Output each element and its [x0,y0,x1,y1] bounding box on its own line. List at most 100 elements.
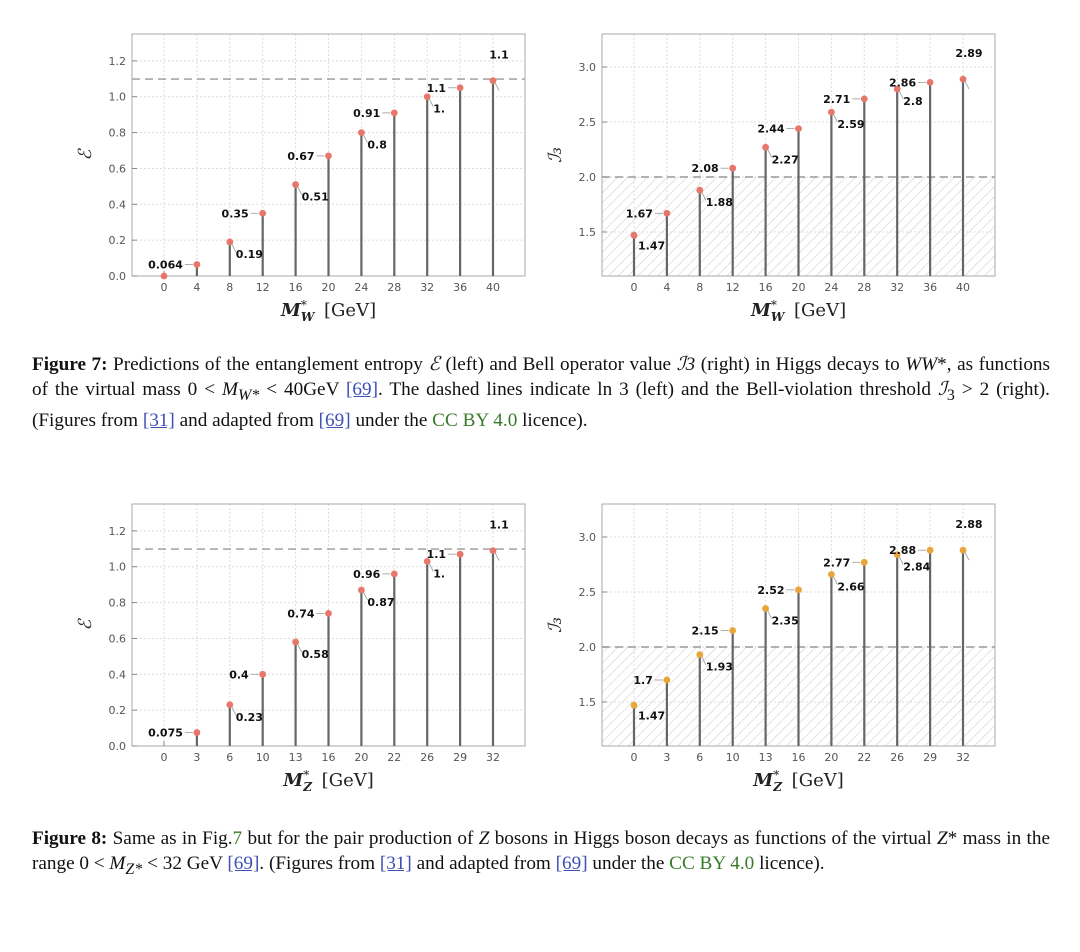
data-label: 2.35 [772,615,799,628]
caption-text: under the [587,853,670,874]
x-tick-label: 3 [193,751,200,764]
data-point [358,586,365,594]
data-label: 0.51 [302,191,329,204]
y-axis-label: ℰ [75,147,96,160]
data-label: 1.1 [427,548,447,561]
data-point [926,79,934,86]
citation-link[interactable]: [69] [555,853,588,874]
figure-8-label: Figure 8: [32,828,108,849]
caption-text: . The dashed lines indicate ln 3 (left) … [378,379,938,400]
data-label: 0.87 [367,596,394,609]
y-tick-label: 1.2 [109,55,127,68]
data-point [893,551,901,558]
data-point [828,571,835,578]
x-label-sub: W [771,310,786,324]
bell-ww-plot: 1.5 2.0 2.5 3.0 0 4 8 12 16 20 24 28 32 36 40 1.47 1.67 1… [545,33,996,324]
data-point [423,93,431,101]
label-leader [363,134,368,143]
data-label: 0.35 [222,207,249,220]
data-point [893,85,901,93]
x-tick-label: 4 [193,281,200,294]
data-point [696,186,704,194]
data-label: 2.15 [692,625,719,638]
x-tick-label: 29 [923,751,937,764]
data-label: 2.27 [772,153,799,166]
data-point [663,676,671,684]
data-label: 0.19 [236,248,263,261]
license-link[interactable]: CC BY 4.0 [669,853,755,874]
data-point [325,152,332,160]
figure-ref-link[interactable]: 7 [232,828,243,849]
y-tick-label: 2.0 [579,641,597,654]
caption-text: > 2 (right). (Figures from [32,379,1050,431]
data-label: 2.08 [692,162,719,175]
x-tick-label: 32 [956,751,970,764]
data-point [959,75,967,83]
data-label: 2.59 [837,118,864,131]
data-label: 0.8 [367,139,387,152]
y-axis-label: ℐ₃ [545,617,566,633]
y-tick-label: 1.5 [579,696,597,709]
x-axis-label: M* Z [GeV] [282,768,374,794]
citation-link[interactable]: [31] [142,409,175,431]
caption-math: 3 [946,386,955,404]
x-tick-label: 3 [663,751,670,764]
x-label-sup: * [303,768,309,782]
x-tick-label: 12 [726,281,740,294]
caption-math: ℰ [428,354,440,375]
x-tick-label: 28 [387,281,401,294]
y-tick-label: 1.0 [109,561,127,574]
caption-text: * mass in the range 0 < [32,828,1050,874]
caption-text: . (Figures from [259,853,380,874]
label-leader [428,98,434,107]
caption-text: Predictions of the entanglement entropy [107,354,429,375]
caption-math: Z [936,828,948,849]
label-leader [297,186,302,195]
y-tick-label: 3.0 [579,531,597,544]
x-tick-label: 0 [631,751,638,764]
license-link[interactable]: CC BY 4.0 [432,409,518,431]
bell-zz-plot: 1.5 2.0 2.5 3.0 0 3 6 10 13 16 20 22 26 29 32 1.47 1.7 1.… [545,503,996,794]
data-label: 1.1 [489,519,509,532]
caption-math: M [221,379,238,400]
entanglement-ww-plot: 0.0 0.2 0.4 0.6 0.8 1.0 1.2 0 4 8 12 16 20 24 28 32 36 40… [75,33,526,324]
data-label: 0.96 [353,568,380,581]
citation-link[interactable]: [69] [346,379,378,400]
figure-7-label: Figure 7: [32,354,108,375]
x-tick-label: 8 [226,281,233,294]
x-axis-label: M* W [GeV] [750,298,846,324]
data-point [762,143,769,151]
x-label-symbol: M [282,770,304,791]
x-tick-label: 0 [161,281,168,294]
data-point [762,605,769,612]
data-point [160,272,168,280]
y-tick-label: 0.6 [109,632,127,645]
data-point [292,181,299,188]
data-label: 0.91 [353,107,380,120]
data-point [226,701,234,709]
data-label: 0.075 [148,727,183,740]
caption-text: *, as functions of the virtual mass 0 < [32,354,1050,400]
figure-7-caption: Figure 7: Predictions of the entanglemen… [32,352,1050,433]
x-axis-label: M* Z [GeV] [752,768,844,794]
label-leader [833,113,838,123]
caption-text: and adapted from [411,853,556,874]
data-point [193,729,201,736]
caption-math: W* [237,386,260,404]
x-tick-label: 40 [486,281,500,294]
y-tick-label: 1.2 [109,525,127,538]
x-label-sup: * [301,298,307,312]
data-point [795,586,802,594]
x-tick-label: 0 [631,281,638,294]
x-tick-label: 6 [696,751,703,764]
citation-link[interactable]: [31] [379,853,412,874]
citation-link[interactable]: [69] [318,409,351,431]
citation-link[interactable]: [69] [227,853,260,874]
x-tick-label: 12 [256,281,270,294]
x-axis-label: M* W [GeV] [280,298,376,324]
x-tick-label: 32 [890,281,904,294]
caption-math: Z [478,828,490,849]
x-tick-label: 36 [923,281,937,294]
label-leader [964,80,970,90]
x-tick-label: 16 [289,281,303,294]
